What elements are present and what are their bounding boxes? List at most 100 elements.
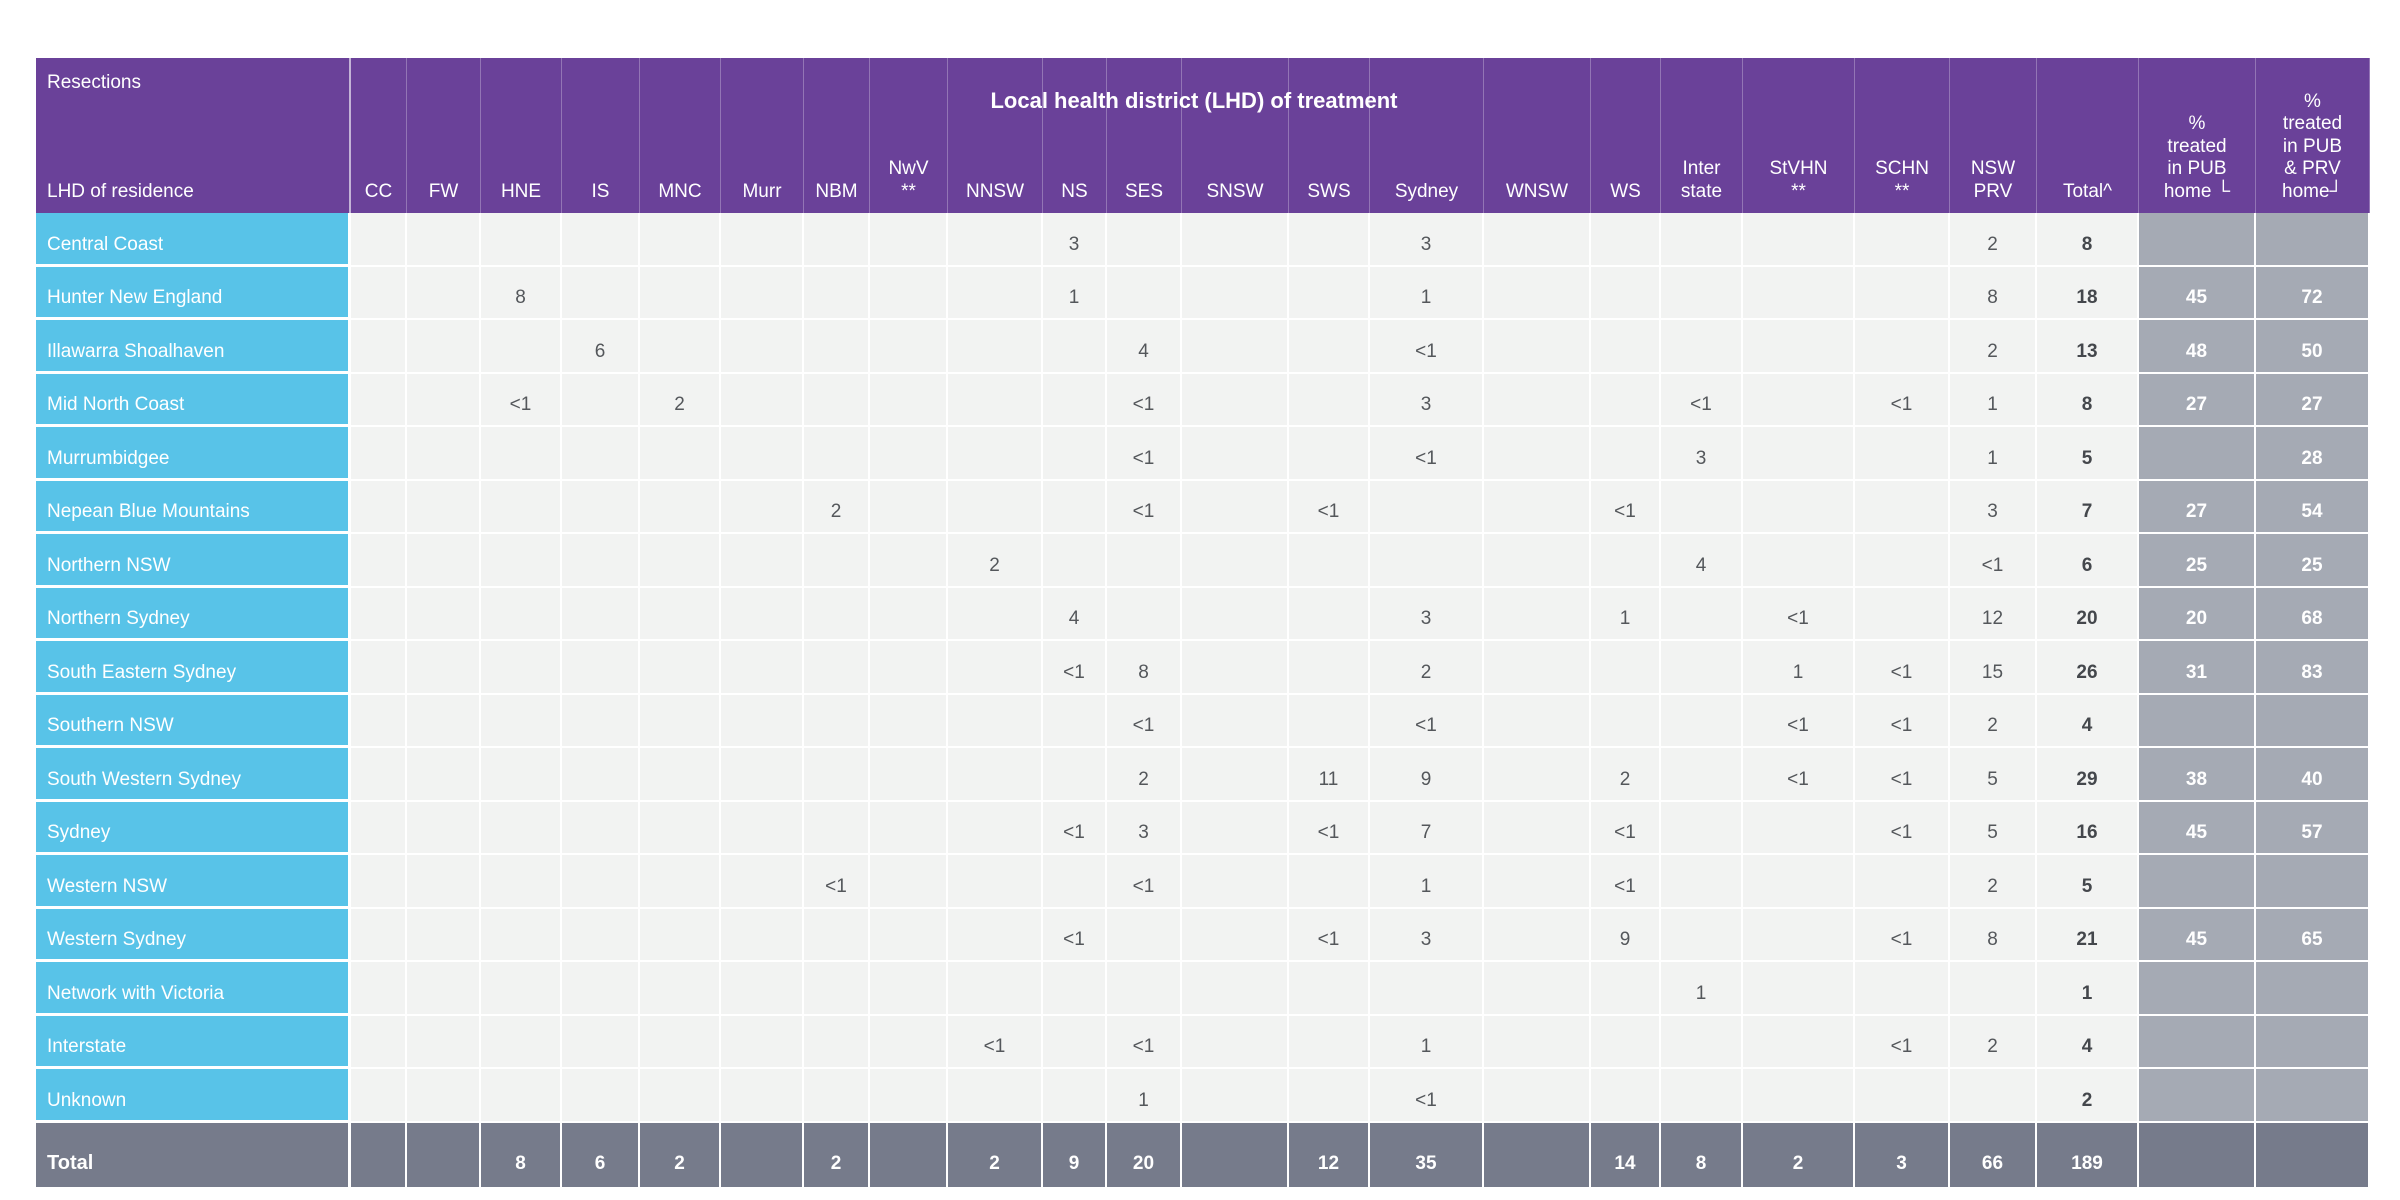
cell-northern-nsw-blank: 25	[2139, 534, 2256, 588]
cell-south-western-sydney-nwv	[870, 748, 948, 802]
cell-unknown-murr	[721, 1069, 804, 1123]
cell-hunter-new-england-stvhn	[1743, 266, 1855, 320]
cell-central-coast-stvhn	[1743, 213, 1855, 267]
cell-western-nsw-sydney: 1	[1370, 855, 1484, 909]
cell-illawarra-shoalhaven-blank: 50	[2256, 320, 2370, 374]
cell-unknown-nbm	[804, 1069, 870, 1123]
cell-south-eastern-sydney-mnc	[640, 641, 721, 695]
cell-illawarra-shoalhaven-nbm	[804, 320, 870, 374]
cell-mid-north-coast-snsw	[1182, 373, 1289, 427]
total-cell-ns: 9	[1043, 1122, 1107, 1187]
cell-network-with-victoria-murr	[721, 962, 804, 1016]
col-header-schn: SCHN **	[1855, 58, 1950, 213]
cell-western-sydney-ns: <1	[1043, 908, 1107, 962]
row-label-illawarra-shoalhaven: Illawarra Shoalhaven	[36, 320, 351, 374]
cell-nepean-blue-mountains-nnsw	[948, 480, 1043, 534]
cell-southern-nsw-fw	[407, 694, 481, 748]
cell-nepean-blue-mountains-blank: 27	[2139, 480, 2256, 534]
col-header-nbm: NBM	[804, 58, 870, 213]
cell-southern-nsw-blank	[2256, 694, 2370, 748]
cell-interstate-schn: <1	[1855, 1015, 1950, 1069]
cell-murrumbidgee-hne	[481, 427, 562, 481]
cell-northern-nsw-snsw	[1182, 534, 1289, 588]
cell-network-with-victoria-ses	[1107, 962, 1182, 1016]
cell-southern-nsw-ses: <1	[1107, 694, 1182, 748]
cell-hunter-new-england-total: 18	[2037, 266, 2139, 320]
cell-south-western-sydney-nsw: 5	[1950, 748, 2037, 802]
row-label-central-coast: Central Coast	[36, 213, 351, 267]
cell-central-coast-nnsw	[948, 213, 1043, 267]
cell-illawarra-shoalhaven-sydney: <1	[1370, 320, 1484, 374]
cell-south-eastern-sydney-blank: 83	[2256, 641, 2370, 695]
cell-western-sydney-mnc	[640, 908, 721, 962]
cell-southern-nsw-ns	[1043, 694, 1107, 748]
row-label-northern-sydney: Northern Sydney	[36, 587, 351, 641]
cell-nepean-blue-mountains-schn	[1855, 480, 1950, 534]
total-cell-sydney: 35	[1370, 1122, 1484, 1187]
cell-mid-north-coast-mnc: 2	[640, 373, 721, 427]
cell-hunter-new-england-nsw: 8	[1950, 266, 2037, 320]
cell-western-nsw-stvhn	[1743, 855, 1855, 909]
cell-illawarra-shoalhaven-ws	[1591, 320, 1661, 374]
cell-south-eastern-sydney-total: 26	[2037, 641, 2139, 695]
cell-mid-north-coast-nsw: 1	[1950, 373, 2037, 427]
total-cell-cc	[351, 1122, 407, 1187]
cell-unknown-mnc	[640, 1069, 721, 1123]
cell-western-sydney-total: 21	[2037, 908, 2139, 962]
row-label-nepean-blue-mountains: Nepean Blue Mountains	[36, 480, 351, 534]
col-header-inter: Inter state	[1661, 58, 1743, 213]
cell-unknown-wnsw	[1484, 1069, 1591, 1123]
cell-northern-sydney-ns: 4	[1043, 587, 1107, 641]
col-header-fw: FW	[407, 58, 481, 213]
cell-sydney-blank: 45	[2139, 801, 2256, 855]
cell-nepean-blue-mountains-sws: <1	[1289, 480, 1370, 534]
cell-south-western-sydney-blank: 38	[2139, 748, 2256, 802]
cell-southern-nsw-sydney: <1	[1370, 694, 1484, 748]
total-cell-wnsw	[1484, 1122, 1591, 1187]
total-cell-blank	[2139, 1122, 2256, 1187]
cell-western-sydney-blank: 65	[2256, 908, 2370, 962]
cell-sydney-hne	[481, 801, 562, 855]
cell-south-western-sydney-nbm	[804, 748, 870, 802]
cell-southern-nsw-hne	[481, 694, 562, 748]
cell-south-western-sydney-ns	[1043, 748, 1107, 802]
cell-northern-sydney-total: 20	[2037, 587, 2139, 641]
cell-network-with-victoria-ns	[1043, 962, 1107, 1016]
cell-murrumbidgee-ns	[1043, 427, 1107, 481]
cell-southern-nsw-snsw	[1182, 694, 1289, 748]
cell-network-with-victoria-wnsw	[1484, 962, 1591, 1016]
cell-mid-north-coast-nnsw	[948, 373, 1043, 427]
cell-western-nsw-nwv	[870, 855, 948, 909]
cell-northern-sydney-stvhn: <1	[1743, 587, 1855, 641]
cell-unknown-nnsw	[948, 1069, 1043, 1123]
cell-mid-north-coast-murr	[721, 373, 804, 427]
cell-western-sydney-ses	[1107, 908, 1182, 962]
cell-unknown-ns	[1043, 1069, 1107, 1123]
cell-unknown-snsw	[1182, 1069, 1289, 1123]
cell-southern-nsw-mnc	[640, 694, 721, 748]
cell-western-sydney-schn: <1	[1855, 908, 1950, 962]
cell-hunter-new-england-schn	[1855, 266, 1950, 320]
row-label-interstate: Interstate	[36, 1015, 351, 1069]
cell-northern-sydney-nnsw	[948, 587, 1043, 641]
cell-hunter-new-england-ses	[1107, 266, 1182, 320]
cell-hunter-new-england-murr	[721, 266, 804, 320]
cell-central-coast-snsw	[1182, 213, 1289, 267]
cell-mid-north-coast-blank: 27	[2256, 373, 2370, 427]
cell-southern-nsw-inter	[1661, 694, 1743, 748]
cell-interstate-ns	[1043, 1015, 1107, 1069]
cell-illawarra-shoalhaven-sws	[1289, 320, 1370, 374]
col-header-nnsw: NNSW	[948, 58, 1043, 213]
cell-hunter-new-england-blank: 45	[2139, 266, 2256, 320]
cell-northern-nsw-murr	[721, 534, 804, 588]
cell-western-sydney-nsw: 8	[1950, 908, 2037, 962]
row-label-murrumbidgee: Murrumbidgee	[36, 427, 351, 481]
cell-northern-sydney-hne	[481, 587, 562, 641]
cell-western-sydney-is	[562, 908, 640, 962]
cell-hunter-new-england-wnsw	[1484, 266, 1591, 320]
cell-northern-nsw-ns	[1043, 534, 1107, 588]
cell-south-western-sydney-cc	[351, 748, 407, 802]
cell-western-sydney-cc	[351, 908, 407, 962]
cell-south-western-sydney-stvhn: <1	[1743, 748, 1855, 802]
col-header-ws: WS	[1591, 58, 1661, 213]
